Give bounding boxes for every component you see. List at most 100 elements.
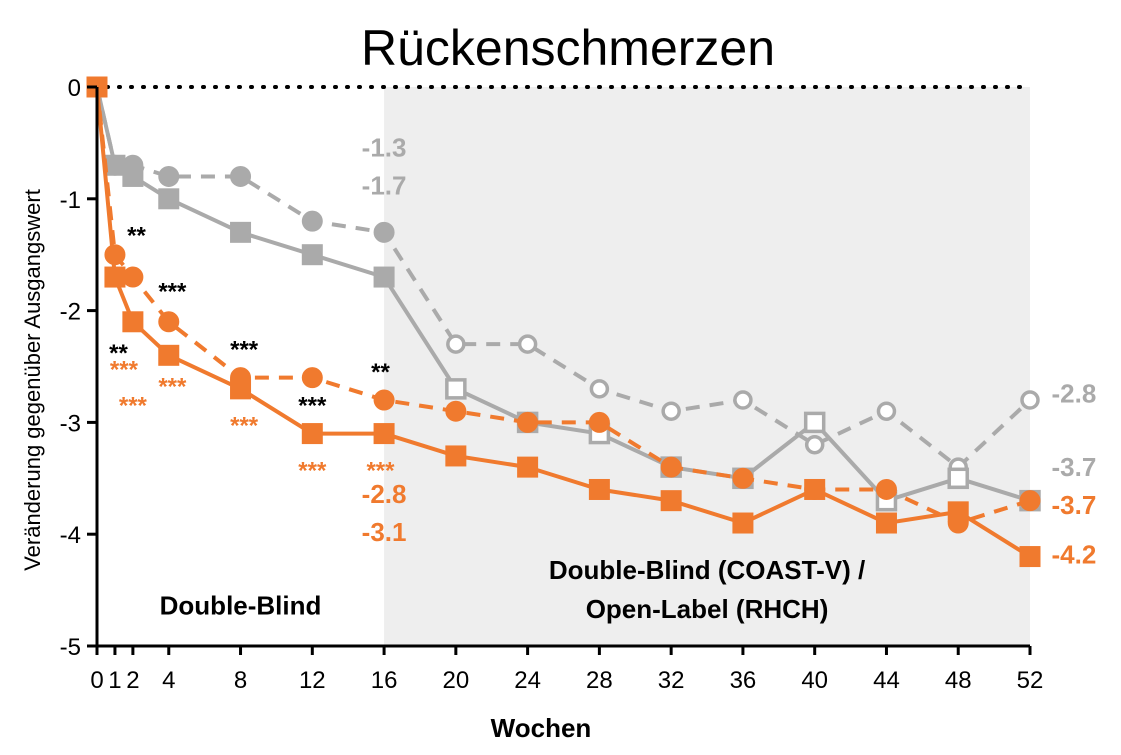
significance-marker: *** [230, 413, 259, 440]
x-tick-label: 20 [442, 667, 469, 694]
annotations-layer: -1.3-1.7-2.8-3.1-2.8-3.7-3.7-4.2********… [109, 132, 1096, 624]
value-label: -1.7 [362, 170, 407, 200]
y-tick-label: -3 [60, 410, 81, 437]
value-label: -3.1 [362, 517, 407, 547]
x-tick-label: 1 [108, 667, 121, 694]
y-tick-label: 0 [68, 75, 81, 102]
significance-marker: *** [298, 457, 327, 484]
x-tick-label: 36 [730, 667, 757, 694]
y-axis-label: Veränderung gegenüber Ausgangswert [20, 189, 45, 571]
x-tick-label: 40 [801, 667, 828, 694]
series-point [1019, 546, 1041, 568]
significance-marker: *** [298, 392, 327, 419]
series-point [803, 411, 826, 434]
value-label: -1.3 [362, 132, 407, 162]
series-point [804, 435, 825, 455]
significance-marker: ** [109, 340, 128, 367]
series-point [158, 165, 180, 187]
series-point [104, 266, 126, 288]
series-point [732, 512, 754, 534]
series-point [301, 423, 323, 445]
series-layer [86, 76, 1041, 568]
significance-marker: *** [119, 392, 148, 419]
series-point [517, 456, 539, 478]
x-tick-label: 12 [299, 667, 326, 694]
region-label: Double-Blind [160, 591, 322, 621]
series-point [445, 400, 467, 422]
series-point [373, 266, 395, 288]
y-tick-label: -5 [60, 634, 81, 661]
chart-title: Rückenschmerzen [361, 20, 775, 76]
series-point [660, 490, 682, 512]
series-point [301, 367, 323, 389]
x-tick-label: 52 [1017, 667, 1044, 694]
ticks-layer: 0-1-2-3-4-50 1 2 4 8 12 16 20 24 28 32 36 40 44 48 52 [60, 75, 1044, 694]
series-point [588, 478, 610, 500]
series-point [373, 221, 395, 243]
series-point [733, 390, 753, 410]
series-point [445, 378, 467, 400]
series-point [875, 478, 897, 500]
series-point [230, 165, 252, 187]
series-point [122, 311, 144, 333]
series-3 [86, 76, 1041, 568]
y-tick-label: -4 [60, 522, 81, 549]
series-point [446, 334, 466, 354]
series-point [158, 311, 180, 333]
value-label: -2.8 [1052, 378, 1097, 408]
series-line [95, 86, 1031, 503]
y-tick-label: -1 [60, 187, 81, 214]
series-point [517, 411, 539, 433]
series-point [301, 244, 323, 266]
significance-marker: ** [371, 359, 390, 386]
series-point [661, 401, 681, 421]
series-point [230, 378, 252, 400]
series-line [95, 86, 1031, 526]
y-tick-label: -2 [60, 299, 81, 326]
series-point [804, 478, 826, 500]
series-point [158, 344, 180, 366]
x-tick-label: 2 [126, 667, 139, 694]
series-point [947, 467, 969, 490]
value-label: -3.7 [1052, 452, 1097, 482]
series-point [588, 411, 610, 433]
series-point [517, 334, 538, 354]
series-point [301, 210, 323, 232]
series-point [122, 266, 144, 288]
value-label: -2.8 [362, 479, 407, 509]
series-point [660, 456, 682, 478]
x-tick-label: 44 [873, 667, 900, 694]
series-point [947, 501, 969, 523]
series-point [230, 221, 252, 243]
series-point [373, 423, 395, 445]
x-axis-label: Wochen [491, 713, 592, 743]
region-label: Double-Blind (COAST-V) / [549, 555, 865, 585]
significance-marker: *** [366, 457, 395, 484]
x-tick-label: 24 [514, 667, 541, 694]
series-point [158, 188, 180, 210]
significance-marker: *** [158, 373, 187, 400]
x-tick-label: 0 [90, 667, 103, 694]
series-point [1019, 490, 1041, 512]
x-tick-label: 16 [371, 667, 398, 694]
series-line [95, 86, 1032, 470]
significance-marker: *** [110, 357, 139, 384]
region-label: Open-Label (RHCH) [586, 594, 829, 624]
series-point [373, 389, 395, 411]
series-point [732, 467, 754, 489]
series-point [445, 445, 467, 467]
x-tick-label: 32 [658, 667, 685, 694]
value-label: -4.2 [1052, 539, 1097, 569]
series-point [122, 165, 144, 187]
series-line [95, 86, 1032, 559]
value-label: -3.7 [1052, 490, 1097, 520]
shaded-region [384, 87, 1031, 646]
x-tick-label: 48 [945, 667, 972, 694]
series-point [1020, 390, 1040, 410]
significance-marker: *** [158, 278, 187, 305]
significance-marker: *** [230, 337, 259, 364]
significance-marker: ** [127, 223, 146, 250]
series-point [875, 512, 897, 534]
x-tick-label: 8 [234, 667, 247, 694]
